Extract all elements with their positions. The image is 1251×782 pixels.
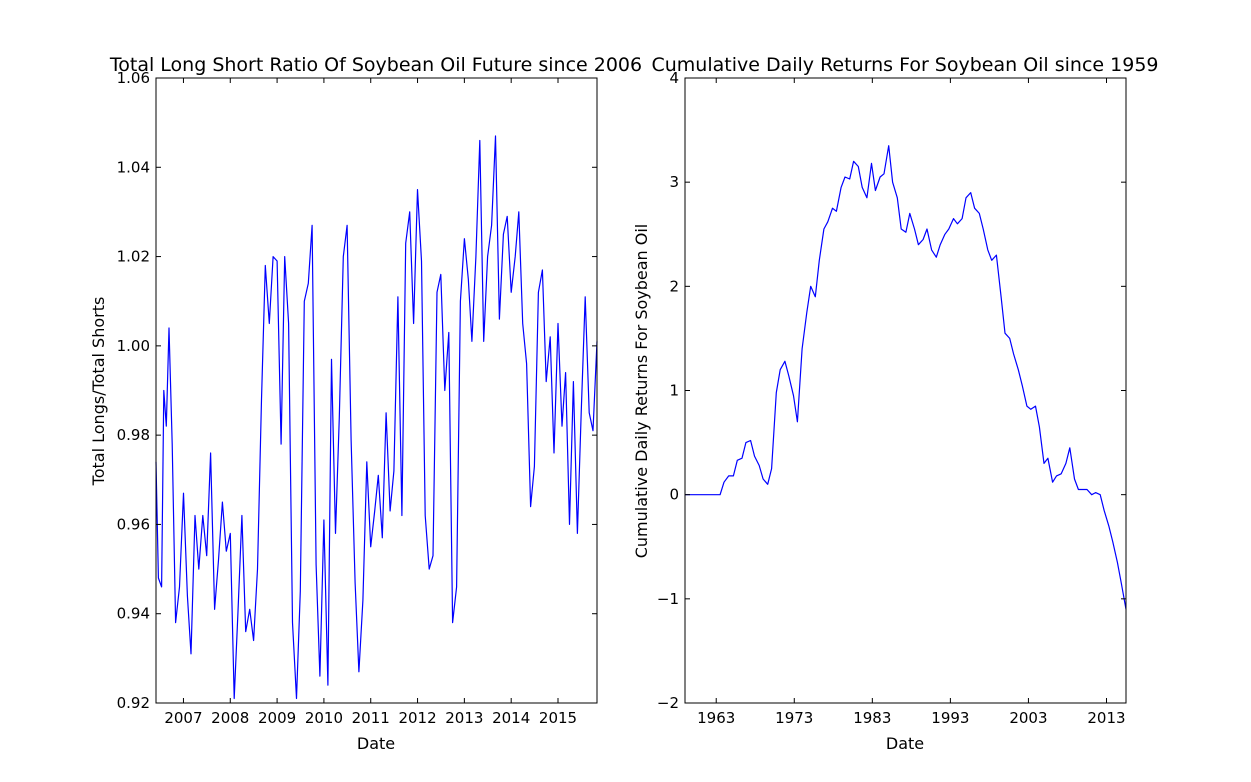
- plot-area: [155, 135, 598, 700]
- x-tick-label: 1983: [853, 709, 891, 727]
- y-tick-label: 1.06: [117, 69, 150, 87]
- plot-area: [685, 145, 1127, 610]
- y-tick-label: 1: [669, 382, 679, 400]
- x-axis-label: Date: [886, 734, 924, 753]
- y-axis-label: Total Longs/Total Shorts: [89, 297, 108, 487]
- x-tick-label: 2009: [258, 709, 296, 727]
- x-tick-label: 1993: [931, 709, 969, 727]
- chart-title: Cumulative Daily Returns For Soybean Oil…: [651, 54, 1158, 76]
- x-axis-ticks: 1963 1973 1983 1993 2003 2013: [697, 78, 1126, 727]
- series-line: [155, 135, 598, 700]
- y-tick-label: 4: [669, 69, 679, 87]
- series-line: [685, 145, 1127, 610]
- x-tick-label: 2011: [352, 709, 390, 727]
- y-axis-ticks: −2 −1 0 1 2 3 4: [657, 69, 1126, 712]
- y-tick-label: 0.96: [117, 515, 150, 533]
- y-tick-label: 0.94: [117, 605, 150, 623]
- long-short-ratio-chart: Total Long Short Ratio Of Soybean Oil Fu…: [89, 54, 642, 753]
- y-tick-label: −2: [657, 694, 679, 712]
- y-tick-label: 0.92: [117, 694, 150, 712]
- y-tick-label: 1.00: [117, 337, 150, 355]
- x-tick-label: 2015: [539, 709, 577, 727]
- y-tick-label: 2: [669, 277, 679, 295]
- x-axis-label: Date: [357, 734, 395, 753]
- y-axis-label: Cumulative Daily Returns For Soybean Oil: [632, 224, 651, 559]
- x-tick-label: 2007: [164, 709, 202, 727]
- y-axis-ticks: 0.92 0.94 0.96 0.98 1.00 1.02 1.04 1.06: [117, 69, 597, 712]
- y-tick-label: 1.04: [117, 158, 150, 176]
- y-tick-label: 0.98: [117, 426, 150, 444]
- y-tick-label: −1: [657, 590, 679, 608]
- y-tick-label: 3: [669, 173, 679, 191]
- x-tick-label: 1973: [775, 709, 813, 727]
- x-tick-label: 2014: [492, 709, 530, 727]
- x-tick-label: 2012: [398, 709, 436, 727]
- x-tick-label: 2010: [305, 709, 343, 727]
- axes-frame: [155, 77, 598, 704]
- chart-title: Total Long Short Ratio Of Soybean Oil Fu…: [109, 54, 642, 76]
- axes-frame: [684, 77, 1127, 704]
- x-tick-label: 2013: [445, 709, 483, 727]
- x-axis-ticks: 2007 2008 2009 2010 2011 2012 2013 2014 2015: [164, 78, 577, 727]
- x-tick-label: 2008: [211, 709, 249, 727]
- y-tick-label: 0: [669, 486, 679, 504]
- x-tick-label: 2013: [1087, 709, 1125, 727]
- x-tick-label: 1963: [697, 709, 735, 727]
- cumulative-returns-chart: Cumulative Daily Returns For Soybean Oil…: [632, 54, 1159, 753]
- x-tick-label: 2003: [1009, 709, 1047, 727]
- y-tick-label: 1.02: [117, 248, 150, 266]
